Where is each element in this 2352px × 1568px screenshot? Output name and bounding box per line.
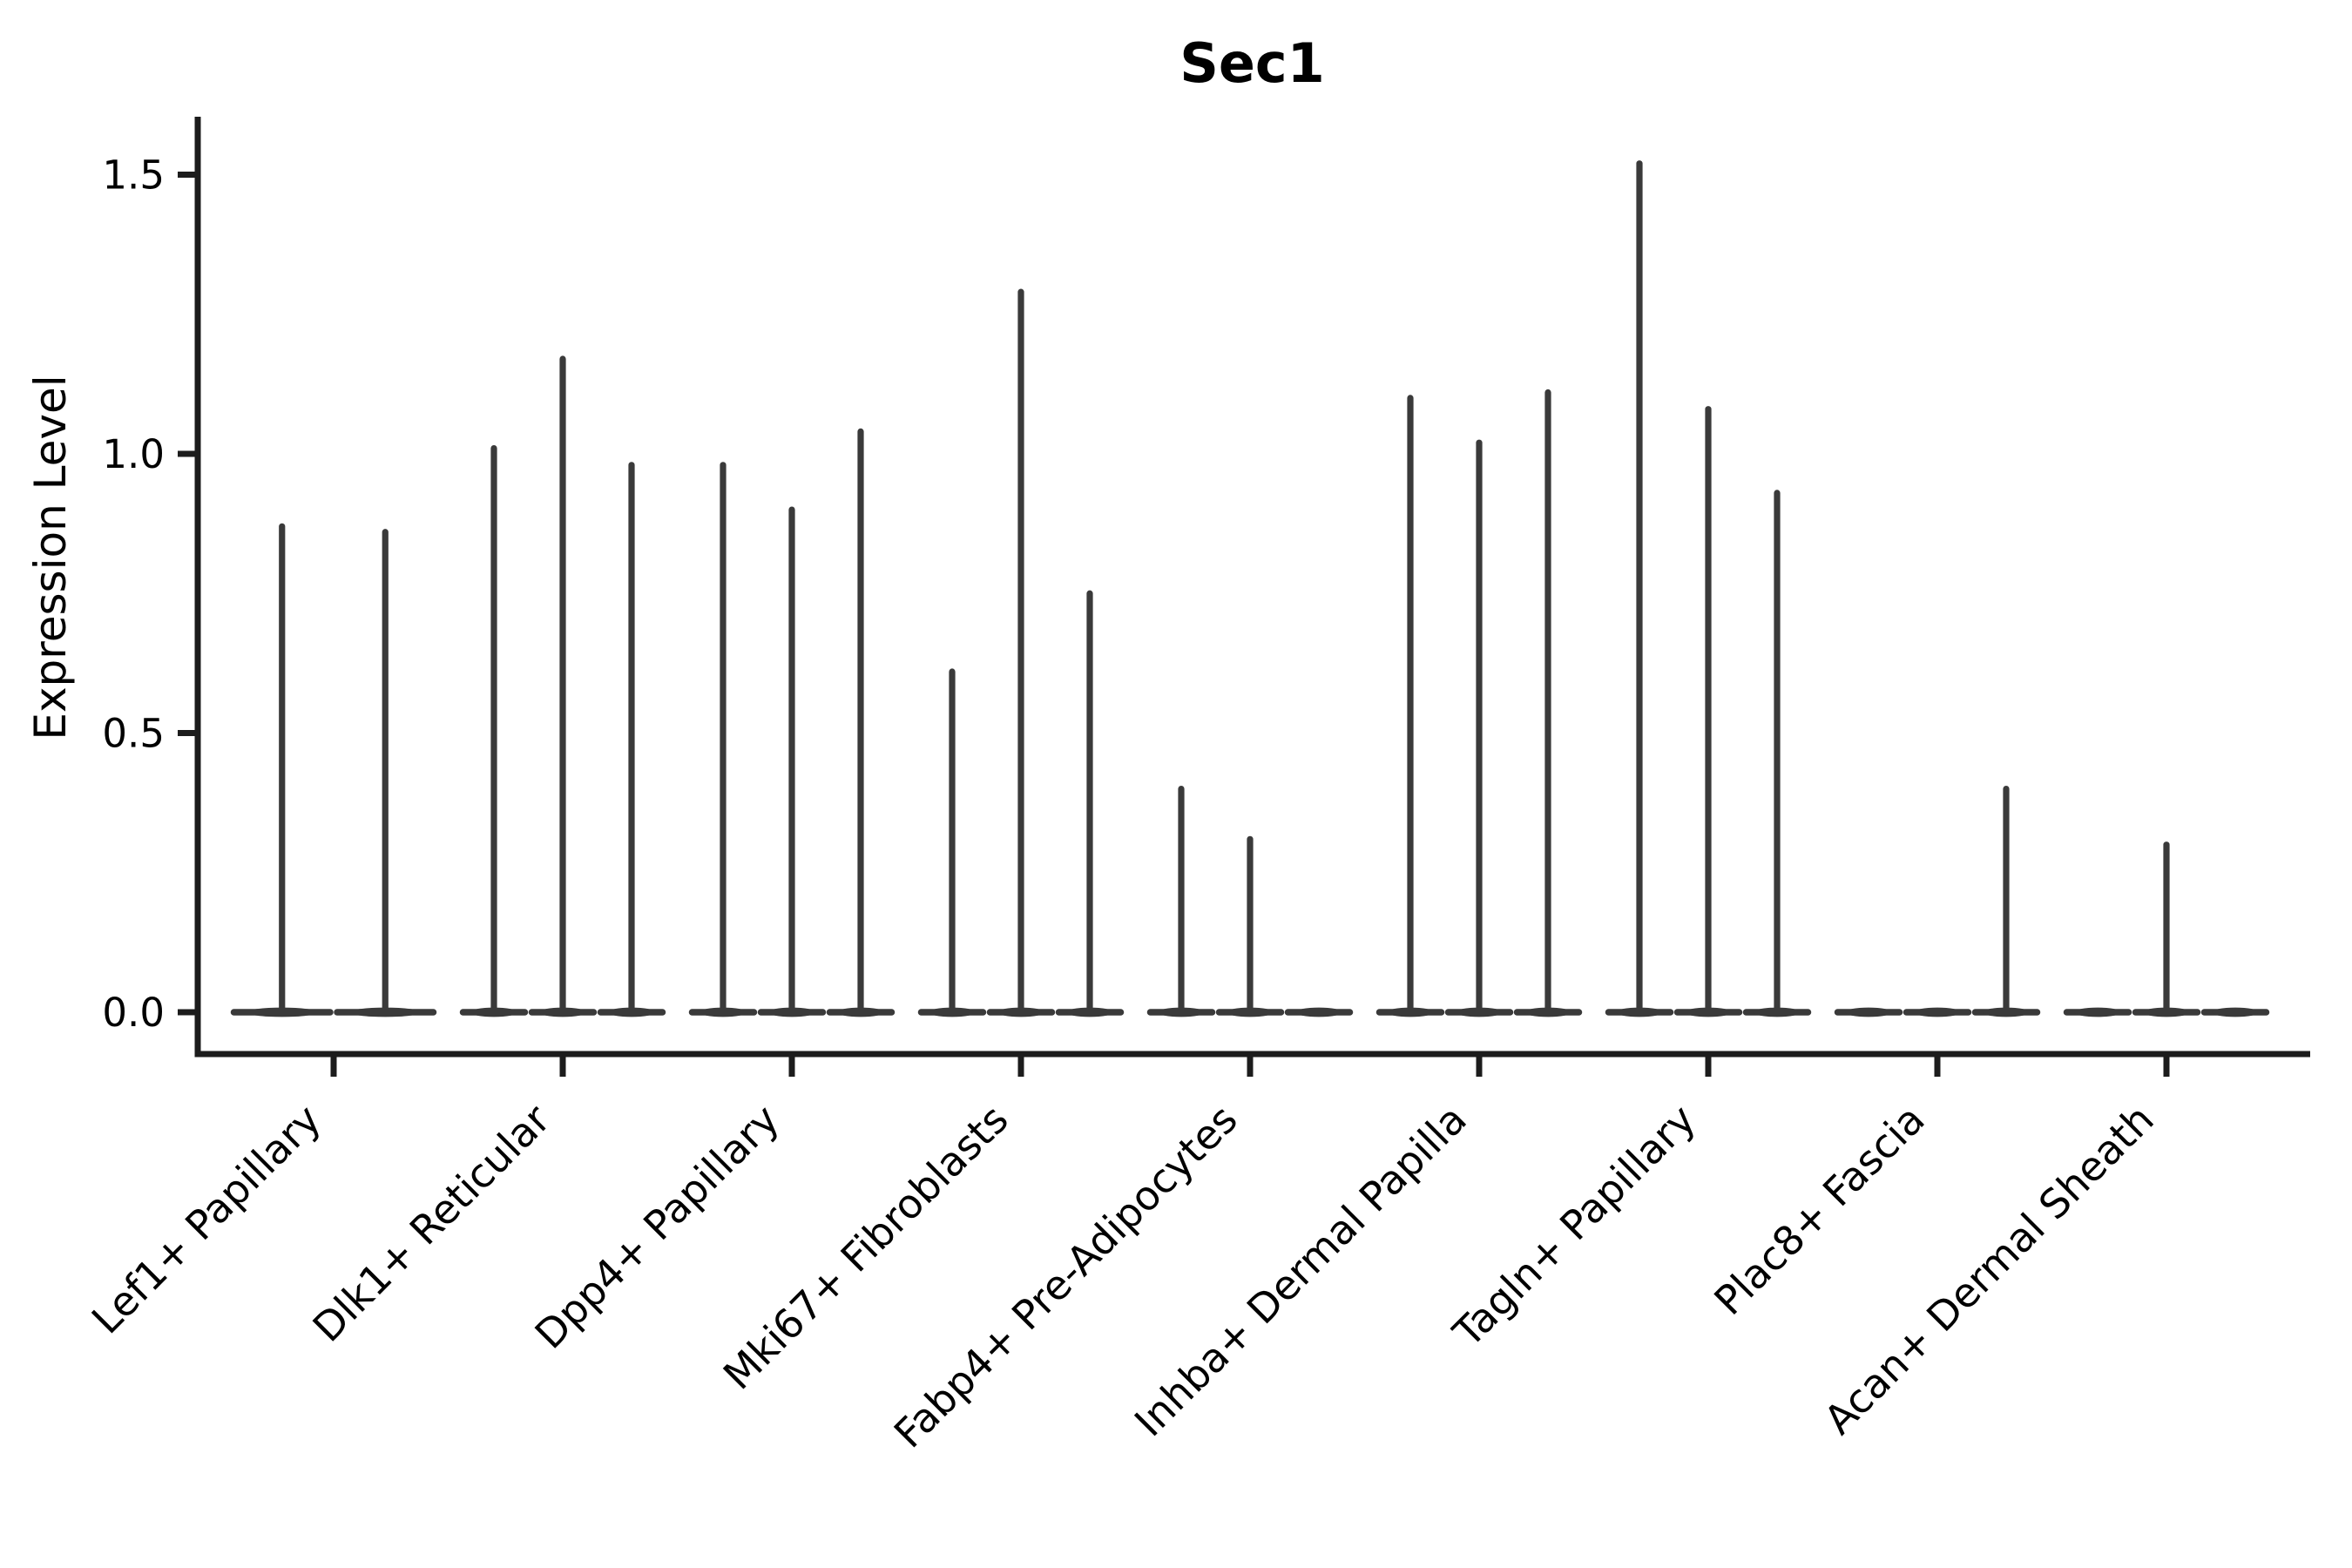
- y-tick-label: 0.0: [102, 990, 165, 1036]
- chart-title: Sec1: [1179, 31, 1325, 95]
- y-tick-label: 0.5: [102, 711, 165, 757]
- x-category-label: Dpp4+ Papillary: [526, 1096, 788, 1358]
- y-tick-label: 1.5: [102, 152, 165, 199]
- violin-base-bulge: [1914, 1007, 1961, 1017]
- x-category-label: Lef1+ Papillary: [83, 1096, 330, 1343]
- violin-base-bulge: [1295, 1007, 1342, 1017]
- y-tick-label: 1.0: [102, 431, 165, 477]
- violin-base-bulge: [2074, 1007, 2121, 1017]
- x-category-label: Dlk1+ Reticular: [304, 1096, 559, 1351]
- x-category-label: Plac8+ Fascia: [1705, 1096, 1933, 1324]
- violin-base-bulge: [2212, 1007, 2259, 1017]
- violin-base-bulge: [1845, 1007, 1892, 1017]
- x-category-label: Tagln+ Papillary: [1443, 1096, 1705, 1357]
